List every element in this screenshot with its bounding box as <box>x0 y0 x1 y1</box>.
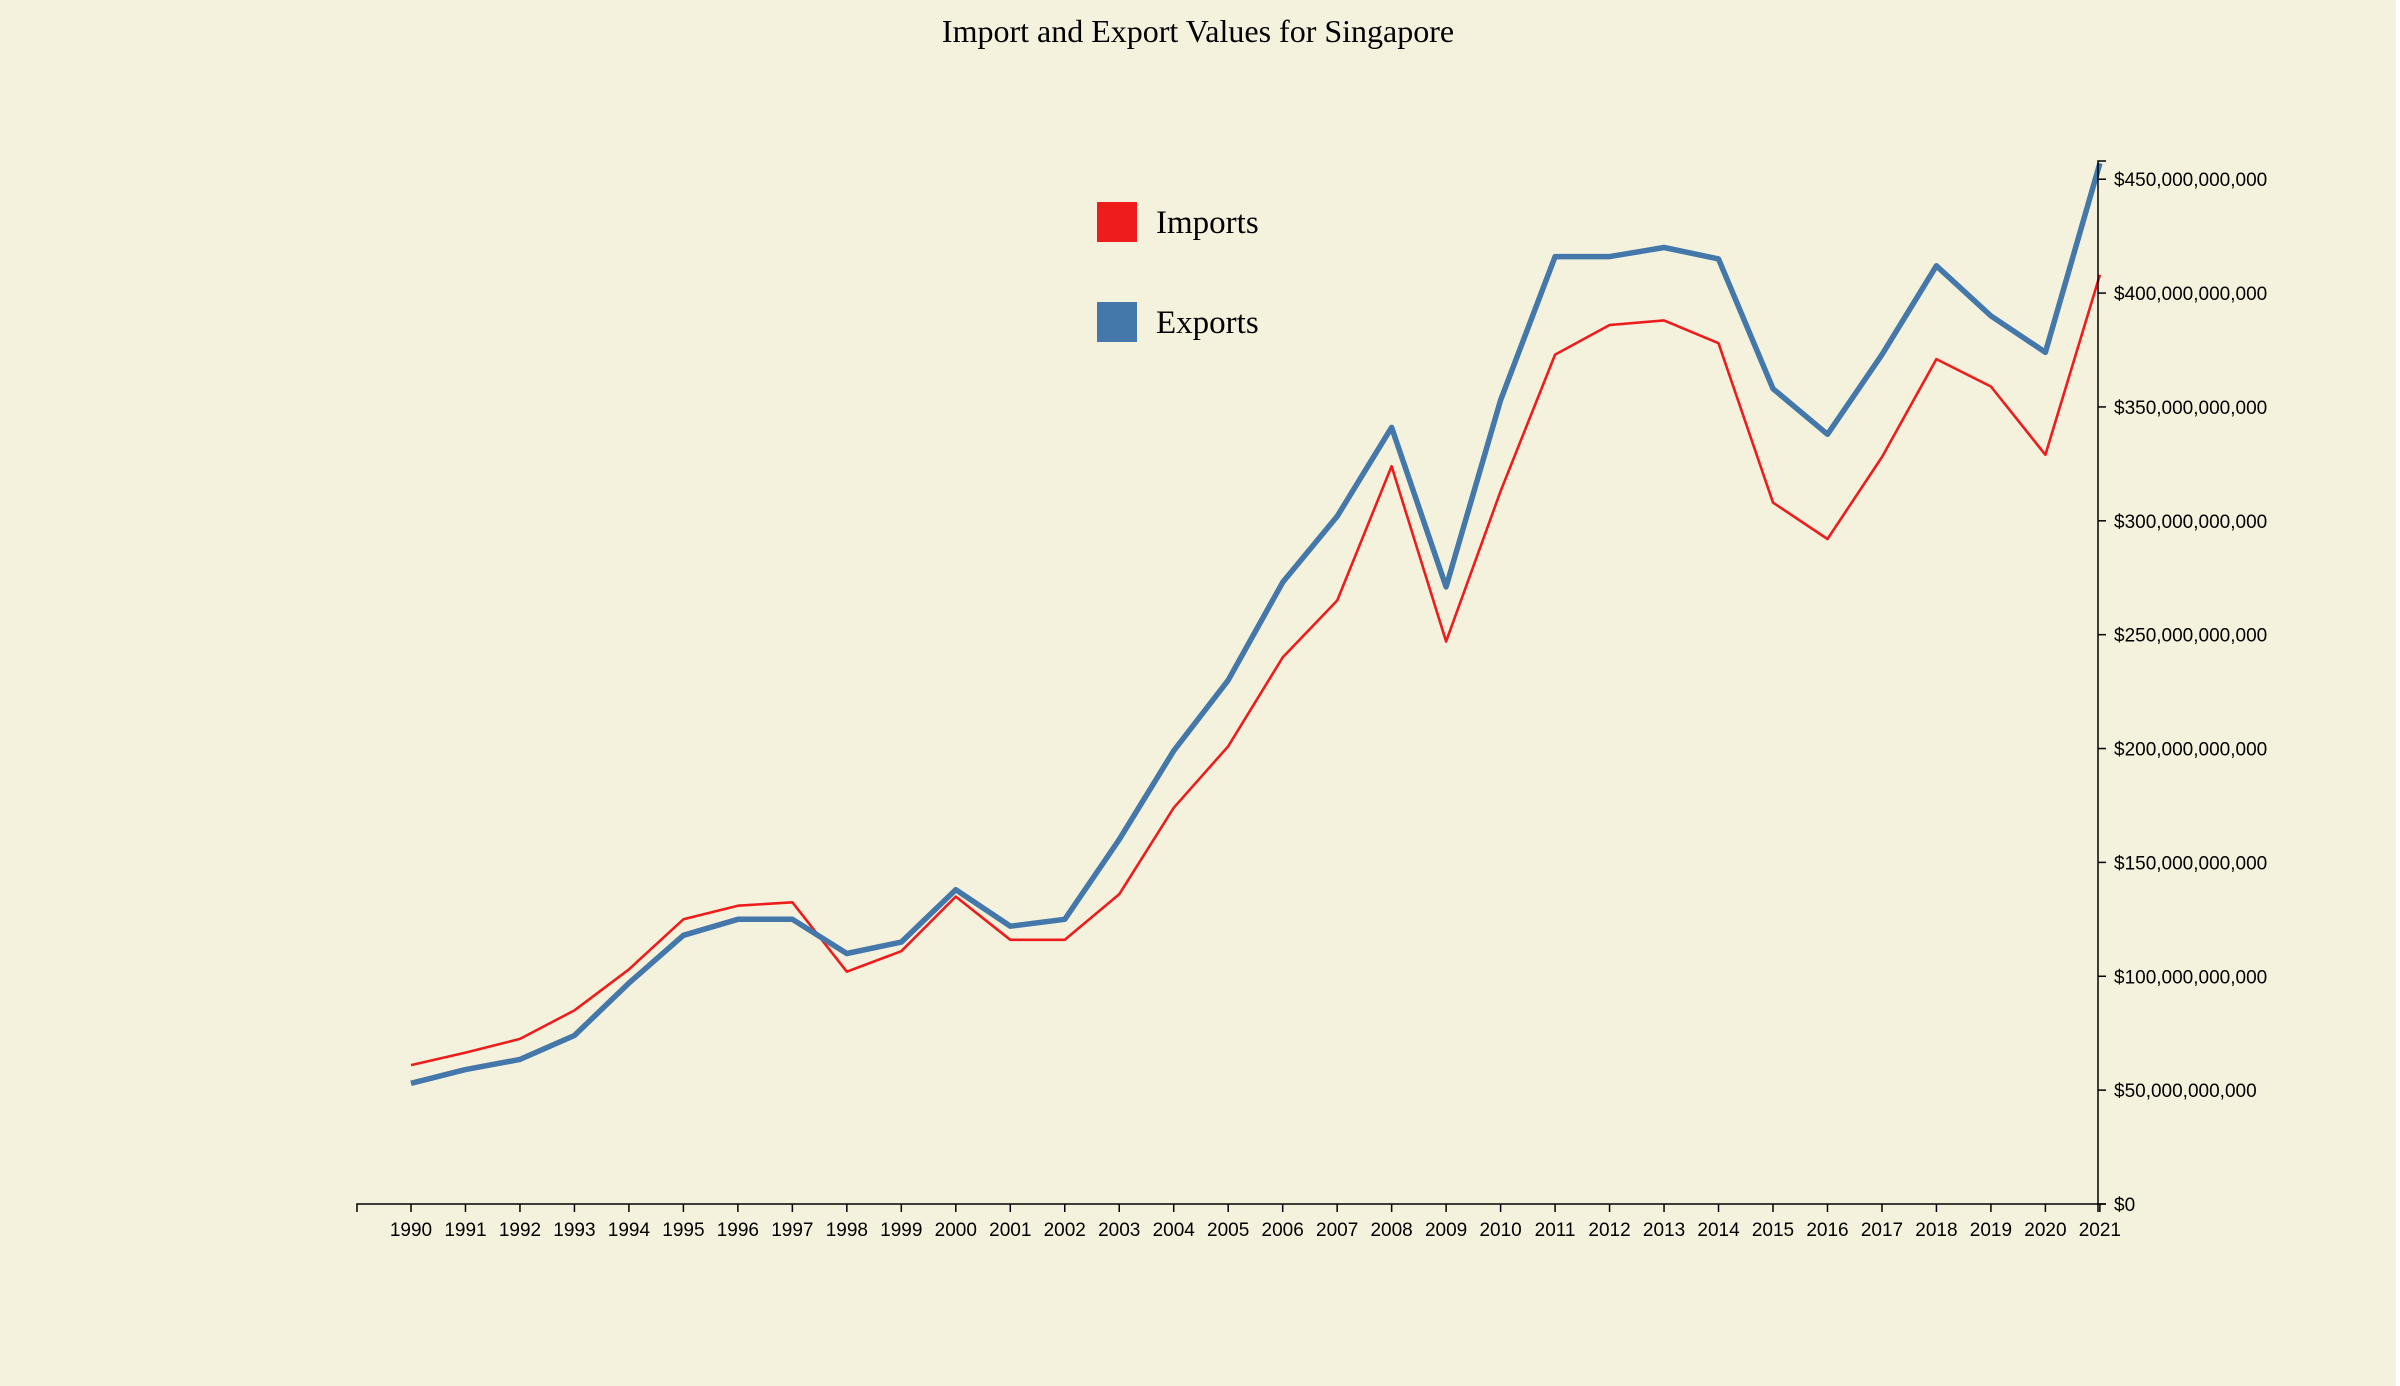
x-tick-label: 1999 <box>880 1220 922 1241</box>
y-tick-label: $50,000,000,000 <box>2114 1081 2257 1102</box>
x-tick-label: 2020 <box>2024 1220 2066 1241</box>
x-tick-label: 1992 <box>499 1220 541 1241</box>
chart-title: Import and Export Values for Singapore <box>942 13 1454 49</box>
x-tick-label: 2019 <box>1970 1220 2012 1241</box>
legend: Imports Exports <box>1097 202 1259 342</box>
x-tick-label: 2010 <box>1479 1220 1521 1241</box>
x-tick-label: 2016 <box>1806 1220 1848 1241</box>
y-tick-label: $150,000,000,000 <box>2114 853 2267 874</box>
x-tick-label: 1997 <box>771 1220 813 1241</box>
y-tick-label: $450,000,000,000 <box>2114 170 2267 191</box>
x-tick-label: 2021 <box>2079 1220 2121 1241</box>
x-tick-label: 2002 <box>1044 1220 1086 1241</box>
x-tick-label: 1996 <box>717 1220 759 1241</box>
y-axis: $0 $50,000,000,000 $100,000,000,000 $150,00… <box>2097 160 2267 1216</box>
x-tick-label: 2003 <box>1098 1220 1140 1241</box>
x-tick-label: 2009 <box>1425 1220 1467 1241</box>
x-tick-label: 2015 <box>1752 1220 1794 1241</box>
y-tick-label: $200,000,000,000 <box>2114 740 2267 761</box>
y-tick-label: $250,000,000,000 <box>2114 626 2267 647</box>
legend-label-imports: Imports <box>1156 205 1259 241</box>
y-tick-label: $300,000,000,000 <box>2114 512 2267 533</box>
y-tick-label: $0 <box>2114 1195 2135 1216</box>
x-axis: 1990 1991 1992 1993 1994 1995 1996 1997 1998 1999… <box>356 1203 2121 1241</box>
y-axis-line <box>2097 160 2106 1205</box>
series-line-imports <box>410 274 2102 1067</box>
x-tick-label: 2006 <box>1262 1220 1304 1241</box>
x-tick-label: 1995 <box>662 1220 704 1241</box>
x-tick-label: 2018 <box>1915 1220 1957 1241</box>
x-tick-label: 2000 <box>935 1220 977 1241</box>
x-tick-label: 1994 <box>608 1220 651 1241</box>
legend-label-exports: Exports <box>1156 305 1259 341</box>
x-tick-label: 2012 <box>1588 1220 1630 1241</box>
x-tick-label: 2007 <box>1316 1220 1358 1241</box>
x-tick-label: 1990 <box>390 1220 432 1241</box>
x-tick-label: 2017 <box>1861 1220 1903 1241</box>
x-tick-label: 1993 <box>553 1220 595 1241</box>
x-tick-label: 2005 <box>1207 1220 1249 1241</box>
series-group <box>410 162 2103 1086</box>
x-tick-label: 2001 <box>989 1220 1031 1241</box>
x-tick-label: 1998 <box>826 1220 868 1241</box>
x-tick-label: 2004 <box>1153 1220 1196 1241</box>
y-tick-label: $400,000,000,000 <box>2114 284 2267 305</box>
x-tick-label: 2013 <box>1643 1220 1685 1241</box>
series-line-exports <box>410 162 2103 1086</box>
legend-swatch-exports <box>1097 302 1137 342</box>
x-tick-label: 2011 <box>1535 1220 1576 1241</box>
x-tick-label: 2008 <box>1370 1220 1412 1241</box>
x-tick-label: 2014 <box>1697 1220 1740 1241</box>
y-tick-label: $100,000,000,000 <box>2114 967 2267 988</box>
legend-swatch-imports <box>1097 202 1137 242</box>
y-tick-label: $350,000,000,000 <box>2114 398 2267 419</box>
x-tick-label: 1991 <box>444 1220 486 1241</box>
